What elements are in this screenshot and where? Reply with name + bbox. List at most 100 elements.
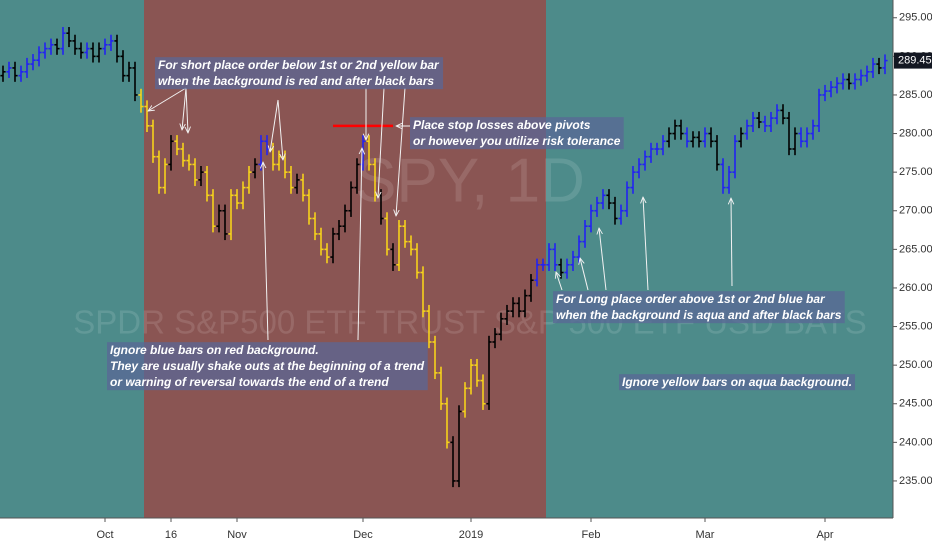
y-tick-label: 280.00 (899, 127, 932, 139)
ohlc-bar (588, 204, 594, 233)
arrow (643, 197, 649, 291)
annotation-box (155, 57, 444, 90)
ohlc-bar (858, 69, 864, 86)
background-region (0, 0, 144, 518)
ohlc-bar (306, 189, 312, 225)
ohlc-bar (606, 189, 612, 210)
ohlc-bar (78, 42, 84, 59)
ohlc-bar (354, 158, 360, 194)
ohlc-bar (408, 235, 414, 256)
ohlc-bar (6, 61, 12, 78)
x-tick-label: 2019 (459, 529, 483, 541)
price-axis (893, 0, 932, 550)
y-tick-label: 275.00 (899, 166, 932, 178)
ohlc-bar (456, 405, 462, 488)
ohlc-bar (798, 127, 804, 148)
ohlc-bar (168, 135, 174, 171)
ohlc-bar (432, 335, 438, 380)
arrow (378, 87, 385, 198)
arrow (182, 87, 187, 130)
ohlc-bar (594, 196, 600, 217)
annotation-text: For Long place order above 1st or 2nd bl… (556, 292, 826, 306)
ohlc-bar (732, 135, 738, 179)
ohlc-bar (420, 266, 426, 318)
y-tick-label: 260.00 (899, 282, 932, 294)
arrow (277, 99, 283, 160)
ohlc-bar (324, 243, 330, 264)
annotation-text: when the background is red and after bla… (158, 74, 434, 88)
ohlc-bar (18, 65, 24, 82)
ohlc-bar (474, 358, 480, 387)
ohlc-bar (222, 204, 228, 241)
annotation: For short place order below 1st or 2nd y… (155, 57, 444, 90)
ohlc-bar (852, 73, 858, 90)
time-axis (0, 518, 893, 550)
ohlc-bar (342, 204, 348, 233)
ohlc-bar (762, 115, 768, 133)
x-tick-label: Nov (227, 529, 247, 541)
arrow (731, 198, 732, 287)
annotation-text: when the background is aqua and after bl… (556, 308, 842, 322)
ohlc-bar (630, 165, 636, 194)
watermark: SPY, 1D (355, 146, 585, 215)
ohlc-bar (162, 158, 168, 194)
ohlc-bar (558, 258, 564, 279)
ohlc-bar (66, 27, 72, 48)
annotation: Place stop losses above pivots or however… (410, 117, 624, 150)
ohlc-bar (642, 150, 648, 171)
arrow (396, 87, 406, 216)
ohlc-bar (444, 397, 450, 449)
ohlc-bar (144, 100, 150, 133)
ohlc-bar (156, 150, 162, 194)
ohlc-bar (756, 111, 762, 129)
ohlc-bar (132, 61, 138, 102)
ohlc-bar (738, 127, 744, 148)
ohlc-bar (462, 382, 468, 418)
x-tick-label: Dec (353, 529, 373, 541)
ohlc-bar (12, 61, 18, 82)
ohlc-bar (792, 127, 798, 156)
arrow (263, 162, 269, 341)
ohlc-bar (840, 73, 846, 90)
ohlc-bar (504, 304, 510, 326)
ohlc-bar (96, 42, 102, 63)
ohlc-bar (30, 54, 36, 71)
ohlc-bar (414, 243, 420, 279)
ohlc-bar (294, 173, 300, 194)
arrows (148, 87, 732, 341)
ohlc-bar (390, 243, 396, 271)
ohlc-bar (672, 119, 678, 140)
ohlc-bar (252, 158, 258, 179)
y-tick-label: 250.00 (899, 359, 932, 371)
annotation-box (107, 342, 428, 391)
ohlc-bar (336, 220, 342, 241)
ohlc-bar (582, 220, 588, 248)
arrow (148, 87, 187, 111)
ohlc-bar (804, 127, 810, 148)
arrow (599, 228, 607, 291)
ohlc-bar (204, 165, 210, 202)
annotation-box (553, 291, 845, 324)
ohlc-bar (120, 50, 126, 82)
ohlc-bar (618, 204, 624, 225)
ohlc-bar (102, 38, 108, 55)
ohlc-bar (216, 204, 222, 233)
last-price-label: 289.45 (898, 55, 932, 67)
ohlc-bar (528, 274, 534, 302)
ohlc-bar (822, 84, 828, 102)
ohlc-bar (438, 366, 444, 410)
ohlc-bar (870, 57, 876, 78)
ohlc-bar (744, 119, 750, 140)
ohlc-bar (846, 73, 852, 90)
ohlc-bar (450, 436, 456, 488)
ohlc-bar (318, 227, 324, 256)
arrow (186, 87, 188, 133)
ohlc-bar (60, 27, 66, 55)
ohlc-bar (480, 374, 486, 410)
ohlc-bar (300, 173, 306, 202)
ohlc-bar (780, 104, 786, 125)
arrow (580, 258, 589, 291)
ohlc-bar (882, 54, 888, 75)
ohlc-bar (186, 154, 192, 171)
y-tick-label: 240.00 (899, 436, 932, 448)
